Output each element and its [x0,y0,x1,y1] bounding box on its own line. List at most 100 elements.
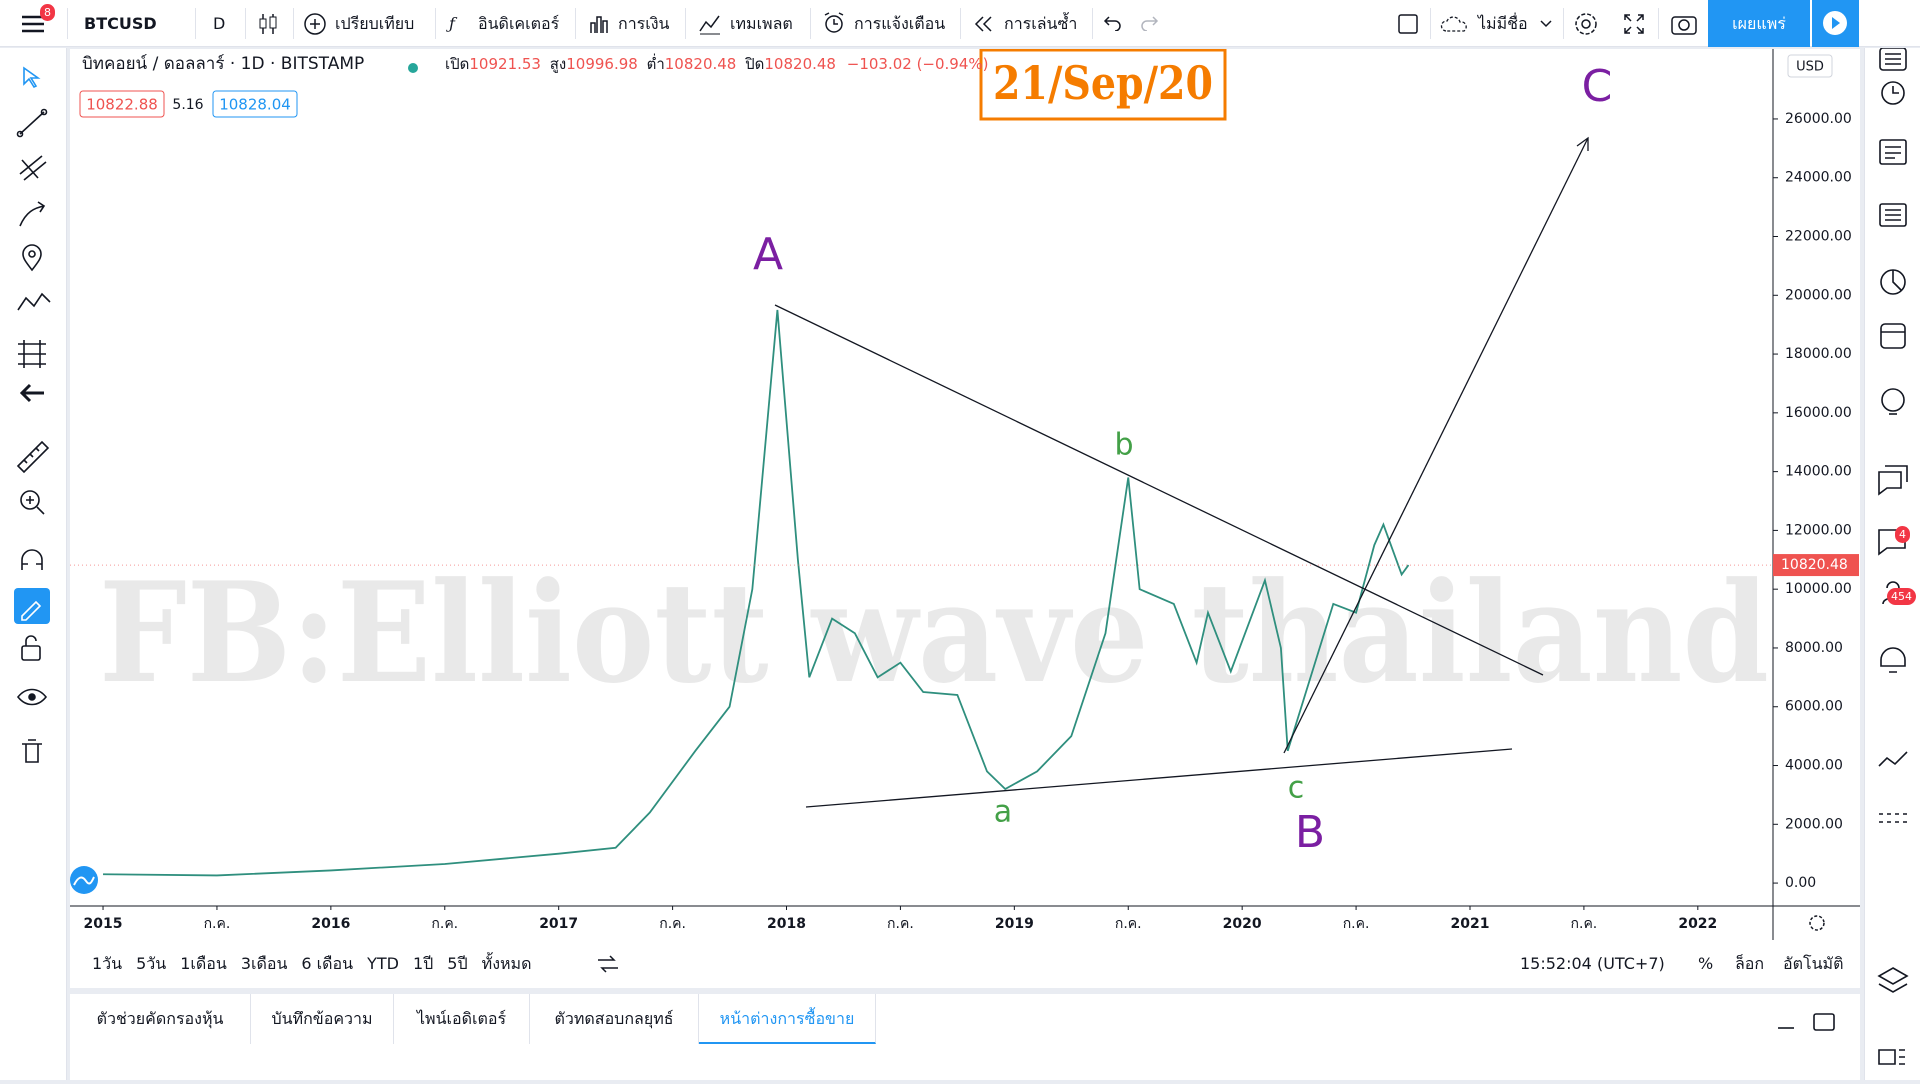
pin-dot [28,250,36,258]
symbol[interactable]: BTCUSD [84,14,157,33]
range-button[interactable]: 5ปี [447,954,468,973]
settings-icon[interactable] [1573,11,1599,37]
bottom-tab[interactable]: ไพน์เอดิเตอร์ [394,994,530,1044]
bottom-tab[interactable]: ตัวช่วยคัดกรองหุ้น [70,994,251,1044]
publish-button[interactable]: เผยแพร่ [1708,0,1810,47]
range-button[interactable]: ทั้งหมด [481,954,532,973]
compare-button[interactable]: เปรียบเทียบ [335,14,415,33]
panel-controls [1778,1013,1835,1031]
projection-arrow[interactable] [1283,137,1589,754]
depth-icon[interactable] [1878,751,1908,767]
financials-button[interactable]: การเงิน [618,14,670,33]
trend-line-tool[interactable] [19,111,45,135]
x-tick-label: 2017 [539,916,578,932]
cloud-icon[interactable] [1440,14,1472,34]
zoom-glyph [26,496,45,515]
ask-box[interactable] [212,90,298,118]
lock-tool[interactable] [21,645,41,661]
last-price-label: 10820.48 [1781,557,1848,573]
pin-tool[interactable] [22,244,42,272]
range-button[interactable]: 3เดือน [240,954,288,973]
pitchfork-tool[interactable] [19,155,47,181]
chart-background [70,49,1860,940]
cursor-tool[interactable] [23,66,41,89]
range-button[interactable]: YTD [367,954,399,973]
clock[interactable]: 15:52:04 (UTC+7) [1520,954,1665,973]
templates-icon[interactable] [698,13,722,35]
range-button[interactable]: 1วัน [92,954,123,973]
dom-icon[interactable] [1879,813,1907,823]
alert-icon[interactable] [822,11,846,35]
maximize-icon[interactable] [1813,1013,1835,1031]
replay-play-button[interactable] [1812,0,1859,47]
y-tick-label: 4000.00 [1785,758,1843,774]
market-status [408,63,418,73]
range-button[interactable]: 1เดือน [180,954,227,973]
log-toggle[interactable]: ล็อก [1735,954,1765,973]
y-tick-label: 18000.00 [1785,346,1852,362]
dropdown-icon[interactable] [1540,19,1552,29]
indicator-icon[interactable]: ƒ [449,14,455,33]
ideas-icon[interactable] [1881,388,1905,412]
alerts-button[interactable]: การแจ้งเตือน [854,14,946,33]
pattern-tool[interactable] [17,292,51,311]
indicators-button[interactable]: อินดิเคเตอร์ [478,14,560,33]
bottom-tab[interactable]: บันทึกข้อความ [251,994,394,1044]
compare-icon[interactable] [303,12,327,36]
separator [1658,8,1659,39]
magnet-tool[interactable] [21,549,43,570]
prediction-tool[interactable] [18,340,46,368]
chart-style-icon[interactable] [258,12,280,36]
layout-icon[interactable] [1397,13,1419,35]
alerts-icon[interactable] [1881,81,1905,105]
watchlist-lines [1885,53,1901,65]
visibility-tool[interactable] [16,688,48,706]
data-window-icon[interactable] [1879,203,1907,227]
auto-toggle[interactable]: อัตโนมัติ [1783,954,1844,973]
replay-button[interactable]: การเล่นซ้ำ [1004,14,1078,33]
date-range-icon[interactable] [596,954,620,974]
bell-icon[interactable] [1880,647,1906,673]
delete-tool[interactable] [22,739,42,763]
axis-settings-icon[interactable] [1809,915,1825,931]
back-tool[interactable] [19,383,44,403]
redo-icon[interactable] [1139,15,1159,31]
lower-trend-line[interactable] [805,748,1513,808]
zoom-tool[interactable] [20,490,40,510]
bottom-tab[interactable]: ตัวทดสอบกลยุทธ์ [530,994,699,1044]
upper-trend-line[interactable] [774,304,1544,676]
chats-icon[interactable] [1878,471,1902,496]
financials-icon[interactable] [588,13,610,35]
brush-tool[interactable] [19,201,46,227]
currency-box[interactable] [1787,54,1833,78]
separator [245,8,246,39]
x-tick-label: ก.ค. [1571,916,1598,932]
layout-name[interactable]: ไม่มีชื่อ [1478,14,1528,33]
stream-badge: 454 [1887,588,1916,605]
separator [1430,8,1431,39]
undo-icon[interactable] [1103,15,1123,31]
object-tree-icon[interactable] [1877,967,1909,993]
templates-button[interactable]: เทมเพลต [730,14,793,33]
range-button[interactable]: 6 เดือน [301,954,354,973]
x-tick-label: 2018 [767,916,806,932]
eye-pupil [28,693,36,701]
fullscreen-icon[interactable] [1623,13,1645,35]
open-value: 10921.53 [469,55,541,73]
watchlist-icon[interactable] [1879,47,1907,71]
order-panel-icon[interactable] [1878,1049,1905,1065]
percent-toggle[interactable]: % [1698,954,1714,973]
range-button[interactable]: 1ปี [412,954,434,973]
interval[interactable]: D [213,14,226,33]
snapshot-icon[interactable] [1670,12,1698,36]
calendar-icon[interactable] [1880,323,1906,349]
replay-icon[interactable] [974,15,994,33]
range-button[interactable]: 5วัน [136,954,167,973]
bid-box[interactable] [79,90,165,118]
measure-tool[interactable] [16,440,50,474]
bottom-tab[interactable]: หน้าต่างการซื้อขาย [699,994,876,1044]
date-label: 21/Sep/20 [993,56,1213,110]
news-icon[interactable] [1879,139,1907,165]
last-price-tag [1773,554,1859,577]
close-value: 10820.48 [764,55,836,73]
